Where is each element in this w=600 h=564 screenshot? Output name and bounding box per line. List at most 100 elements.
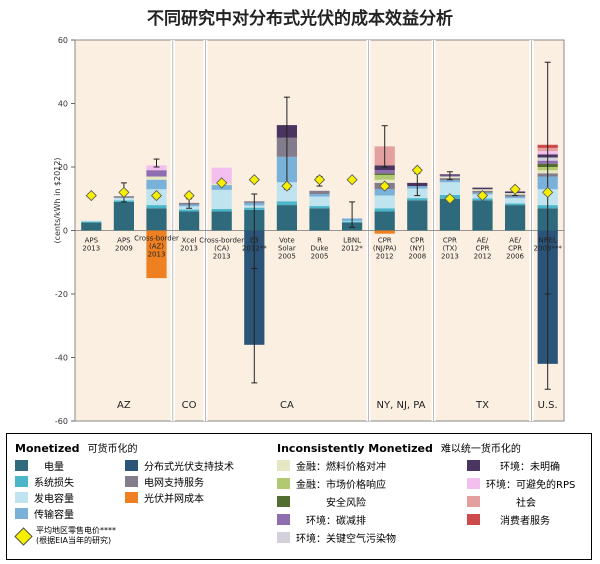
chart-title: 不同研究中对分布式光伏的成本效益分析	[147, 8, 453, 29]
category-label: CPR (NY) 2008	[408, 237, 426, 261]
bar-segment-energy	[309, 208, 330, 231]
legend-item-retail-rate: 平均地区零售电价**** (根据EIA当年的研究)	[14, 526, 186, 546]
legend-label-fuel-hedge: 金融：燃料价格对冲	[296, 462, 386, 473]
legend-label-carbon: 环境：碳减排	[306, 516, 366, 527]
bar-segment-td-capacity	[146, 179, 167, 190]
bar-segment-env-unspecified	[472, 187, 493, 190]
bar-segment-env-unspecified	[374, 165, 395, 171]
legend-label-td-capacity: 传输容量	[34, 510, 74, 521]
category-label: E3 2012**	[242, 237, 267, 253]
swatch-customer-services	[467, 514, 480, 525]
bar-segment-losses	[178, 209, 200, 212]
retail-rate-marker	[183, 190, 195, 202]
bar-segment-energy	[211, 211, 232, 231]
bar-segment-energy	[81, 222, 102, 231]
legend-monetized-title: Monetized	[15, 442, 80, 455]
bar-segment-avoided-rps	[146, 165, 167, 171]
bar-segment-fuel-hedge	[146, 176, 167, 180]
bar-segment-losses	[504, 203, 526, 206]
legend-label-env-unspecified: 环境：未明确	[500, 462, 560, 473]
category-label: R Duke 2005	[311, 237, 329, 261]
region-label: AZ	[117, 400, 131, 411]
region-label: CA	[280, 400, 294, 411]
category-label: Cross-border (CA) 2013	[199, 237, 244, 261]
legend-item-gen-capacity: 发电容量	[15, 490, 74, 505]
retail-rate-marker	[248, 174, 260, 186]
legend-label-social: 社会	[516, 498, 536, 509]
legend-monetized-heading: Monetized 可货币化的	[15, 440, 138, 455]
category-label: AE/CPR 2012	[474, 237, 492, 261]
legend: Monetized 可货币化的 Inconsistently Monetized 难…	[6, 433, 592, 560]
category-label: LBNL 2012*	[341, 237, 363, 253]
legend-label-customer-services: 消费者服务	[500, 516, 550, 527]
retail-rate-marker-icon	[14, 526, 33, 546]
swatch-avoided-rps	[467, 478, 480, 489]
legend-item-criteria-pollutants: 环境：关键空气污染物	[277, 530, 396, 545]
legend-inconsistent-sub: 难以统一货币化的	[440, 444, 521, 455]
y-axis-label: (cents/kWh in $2012)	[53, 157, 62, 243]
y-tick-label: -60	[55, 417, 68, 426]
bar-segment-gen-capacity	[211, 189, 232, 209]
y-tick-label: -20	[55, 290, 68, 299]
bar-segment-gen-capacity	[276, 182, 298, 202]
swatch-market-price	[277, 478, 290, 489]
bar-segment-energy	[504, 205, 526, 231]
legend-item-grid-support: 电网支持服务	[125, 474, 204, 489]
legend-label-dpv-technology: 分布式光伏支持技术	[144, 462, 234, 473]
bar-segment-gen-capacity	[504, 198, 526, 204]
bar-segment-security	[374, 173, 395, 175]
legend-monetized-sub: 可货币化的	[87, 444, 138, 455]
retail-rate-marker	[444, 193, 456, 205]
bar-segment-market-price	[374, 174, 395, 180]
swatch-td-capacity	[15, 508, 28, 519]
swatch-grid-support	[125, 476, 138, 487]
y-tick-label: 40	[58, 100, 68, 109]
bar-segment-td-capacity	[309, 193, 330, 197]
legend-item-customer-services: 消费者服务	[467, 512, 550, 527]
bar-segment-losses	[407, 198, 428, 201]
bar-segment-losses	[309, 206, 330, 209]
legend-item-avoided-rps: 环境：可避免的RPS	[467, 476, 575, 491]
legend-item-dpv-technology: 分布式光伏支持技术	[125, 458, 234, 473]
legend-label-avoided-rps: 环境：可避免的RPS	[486, 480, 576, 491]
category-label: Vote Solar 2005	[278, 237, 296, 261]
bar-segment-td-capacity	[504, 196, 526, 199]
legend-label-criteria-pollutants: 环境：关键空气污染物	[296, 534, 396, 545]
swatch-dpv-technology	[125, 460, 138, 471]
bar-segment-losses	[276, 201, 298, 206]
legend-label-energy: 电量	[44, 462, 64, 473]
swatch-gen-capacity	[15, 492, 28, 503]
retail-rate-marker	[85, 190, 97, 202]
legend-item-carbon: 环境：碳减排	[277, 512, 366, 527]
bar-segment-gen-capacity	[374, 195, 395, 209]
retail-rate-marker	[216, 177, 228, 189]
swatch-energy	[15, 460, 28, 471]
y-tick-label: 60	[58, 36, 68, 45]
retail-rate-marker	[281, 180, 293, 192]
bar-segment-losses	[81, 221, 102, 223]
retail-rate-marker	[150, 190, 163, 202]
legend-label-losses: 系统损失	[34, 478, 74, 489]
bar-segment-td-capacity	[439, 180, 461, 183]
retail-rate-marker	[411, 164, 423, 176]
legend-item-losses: 系统损失	[15, 474, 74, 489]
y-tick-label: -40	[55, 354, 68, 363]
bar-segment-losses	[211, 208, 232, 212]
bar-segment-integration-cost	[374, 230, 395, 234]
bar-segment-carbon	[374, 170, 395, 174]
bar-segment-energy	[374, 211, 395, 231]
bar-segment-energy	[472, 200, 493, 231]
bar-segment-losses	[146, 205, 167, 209]
legend-label-integration-cost: 光伏并网成本	[144, 494, 204, 505]
category-label: APS 2013	[82, 237, 100, 253]
swatch-social	[467, 496, 480, 507]
category-label: CPR (TX) 2013	[441, 237, 459, 261]
legend-item-integration-cost: 光伏并网成本	[125, 490, 204, 505]
legend-inconsistent-heading: Inconsistently Monetized 难以统一货币化的	[277, 440, 521, 455]
bar-segment-losses	[374, 208, 395, 212]
retail-rate-marker	[118, 186, 130, 198]
category-label: APS 2009	[115, 237, 133, 253]
swatch-carbon	[277, 514, 290, 525]
bar-segment-energy	[407, 200, 428, 231]
bar-segment-energy	[439, 198, 461, 231]
